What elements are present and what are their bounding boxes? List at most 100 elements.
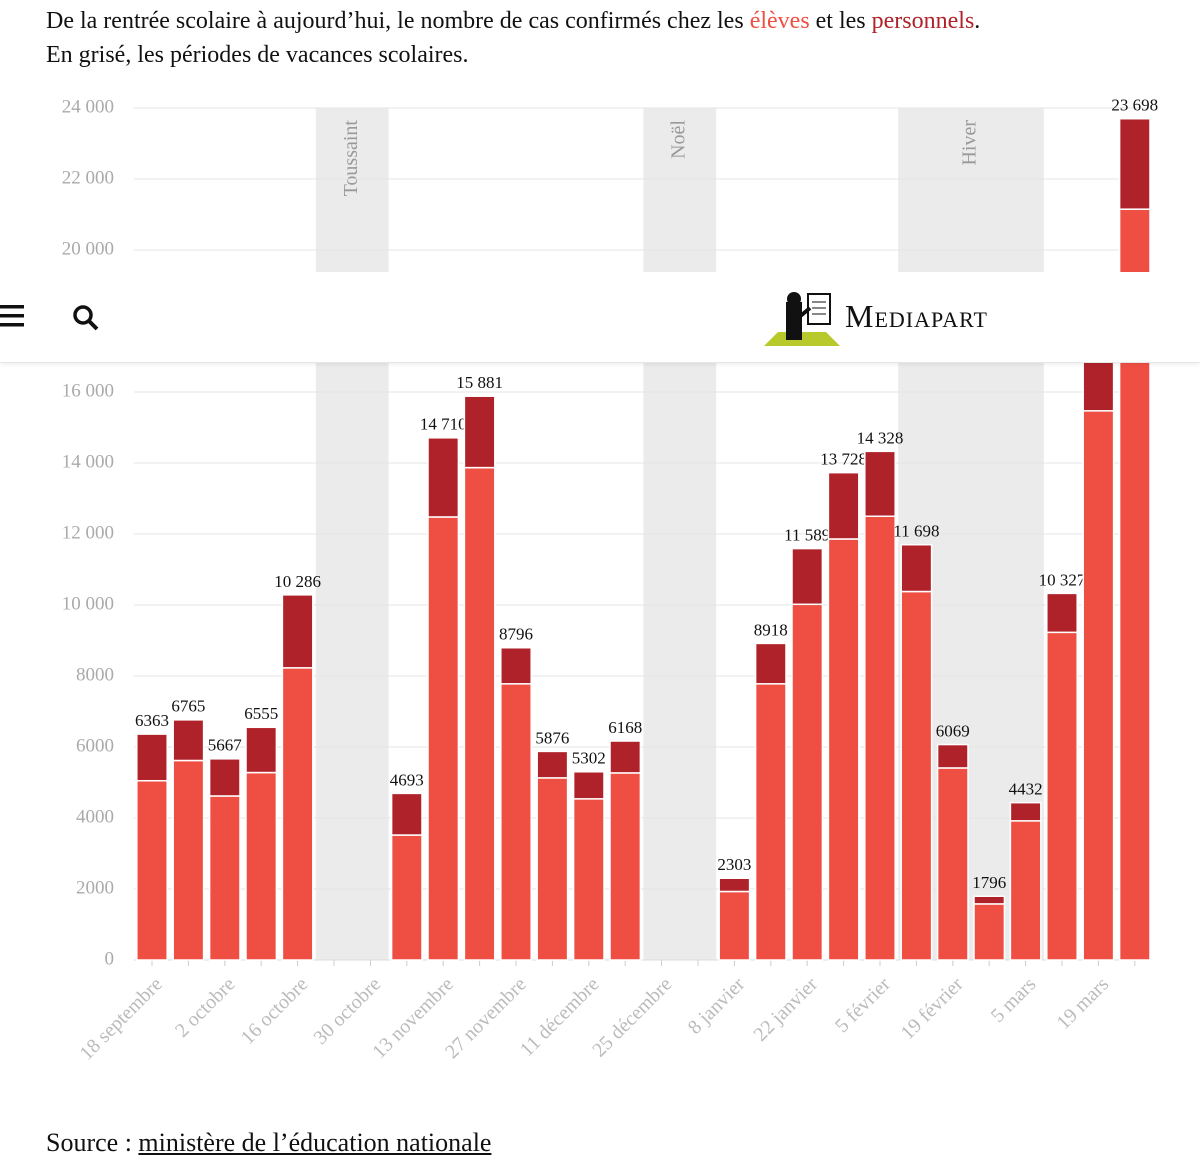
total-label: 13 728 — [820, 450, 867, 469]
bar-segment — [609, 740, 642, 774]
intro-text: De la rentrée scolaire à aujourd’hui, le… — [46, 8, 750, 34]
total-label: 10 327 — [1039, 570, 1086, 589]
bar-segment — [500, 646, 532, 685]
bar-segment — [245, 771, 278, 961]
total-label: 8918 — [754, 620, 788, 639]
x-tick-label: 22 janvier — [749, 973, 822, 1046]
bar-segment — [973, 895, 1006, 905]
bar-segment — [136, 779, 168, 961]
vacation-label: Toussaint — [340, 120, 362, 197]
bar-segment — [281, 667, 314, 961]
bar-segment — [208, 758, 241, 797]
y-tick-label: 6000 — [76, 735, 114, 756]
bar-segment — [718, 890, 751, 961]
bar-segment — [427, 516, 460, 961]
x-tick-label: 8 janvier — [684, 973, 750, 1039]
bar-segment — [900, 590, 933, 961]
x-tick-label: 5 février — [831, 973, 895, 1037]
y-tick-label: 24 000 — [62, 96, 114, 117]
bar-segment — [754, 642, 787, 685]
vacation-label: Noël — [667, 120, 689, 159]
y-tick-label: 0 — [105, 948, 115, 969]
total-label: 10 286 — [274, 572, 321, 591]
logo[interactable]: Mediapart — [845, 298, 988, 334]
bar-segment — [208, 795, 241, 961]
total-label: 15 881 — [456, 373, 503, 392]
total-label: 5667 — [208, 736, 243, 755]
logo-icon[interactable] — [764, 290, 840, 350]
bar-segment — [1009, 801, 1042, 822]
intro: De la rentrée scolaire à aujourd’hui, le… — [46, 4, 980, 72]
bar-segment — [390, 834, 423, 961]
bar-segment — [463, 466, 496, 961]
bar-segment — [390, 792, 423, 836]
source: Source : ministère de l’éducation nation… — [46, 1128, 491, 1158]
bar-segment — [791, 603, 824, 961]
bar-segment — [1009, 820, 1042, 961]
bar-segment — [900, 543, 933, 593]
site-header: Mediapart — [0, 272, 1200, 363]
total-label: 23 698 — [1111, 96, 1158, 115]
bar-segment — [1046, 592, 1078, 634]
total-label: 6555 — [244, 704, 278, 723]
legend-personnels: personnels — [871, 8, 975, 34]
bar-segment — [609, 772, 642, 961]
total-label: 14 328 — [857, 428, 904, 447]
total-label: 5302 — [572, 749, 606, 768]
total-label: 6168 — [608, 718, 642, 737]
x-tick-label: 2 octobre — [171, 973, 240, 1042]
chart: Toussaint Noël Hiver 0 2000 4000 6000 8000 10 00… — [62, 96, 1158, 1065]
bar-segment — [536, 777, 569, 961]
x-tick-label: 19 février — [897, 973, 968, 1044]
bar-segment — [1118, 117, 1151, 210]
bar-segment — [936, 767, 969, 961]
bar-segment — [427, 437, 460, 518]
x-tick-label: 5 mars — [987, 973, 1041, 1027]
total-label: 1796 — [972, 873, 1006, 892]
bar-segment — [463, 395, 496, 469]
x-tick-label: 19 mars — [1052, 973, 1113, 1034]
x-tick-label: 16 octobre — [237, 973, 313, 1049]
bar-segment — [864, 450, 896, 517]
x-tick-label: 25 décembre — [588, 973, 676, 1061]
total-label: 14 710 — [420, 415, 467, 434]
total-label: 11 698 — [893, 522, 939, 541]
bar-segment — [936, 743, 969, 769]
bar-segment — [136, 733, 168, 782]
intro-note: En grisé, les périodes de vacances scola… — [46, 42, 469, 68]
bar-segment — [172, 719, 205, 762]
bar-segment — [973, 903, 1006, 961]
bar-segment — [572, 798, 605, 961]
intro-text: . — [974, 8, 981, 34]
bar-segment — [791, 547, 824, 606]
source-label: Source : — [46, 1128, 132, 1157]
search-button[interactable] — [72, 304, 102, 334]
menu-button[interactable] — [0, 302, 30, 332]
y-tick-label: 22 000 — [62, 167, 114, 188]
y-tick-label: 4000 — [76, 806, 114, 827]
total-label: 8796 — [499, 625, 533, 644]
intro-text: et les — [809, 8, 872, 34]
y-tick-label: 20 000 — [62, 238, 114, 259]
total-label: 6765 — [171, 697, 205, 716]
y-tick-label: 14 000 — [62, 451, 114, 472]
bar-segment — [572, 771, 605, 800]
bar-segment — [1082, 410, 1115, 961]
total-label: 4693 — [390, 770, 424, 789]
y-tick-label: 8000 — [76, 664, 114, 685]
total-label: 6363 — [135, 711, 169, 730]
bar-segment — [864, 515, 896, 961]
bar-segment — [536, 750, 569, 779]
y-tick-label: 2000 — [76, 877, 114, 898]
bar-segment — [172, 759, 205, 961]
total-label: 4432 — [1009, 780, 1043, 799]
bar-segment — [281, 594, 314, 669]
source-link[interactable]: ministère de l’éducation nationale — [138, 1128, 492, 1157]
total-label: 11 589 — [784, 525, 830, 544]
bar-segment — [827, 538, 860, 961]
bar-segment — [245, 726, 278, 774]
total-label: 5876 — [535, 728, 569, 747]
legend-eleves: élèves — [749, 8, 810, 34]
bar-segment — [754, 683, 787, 961]
